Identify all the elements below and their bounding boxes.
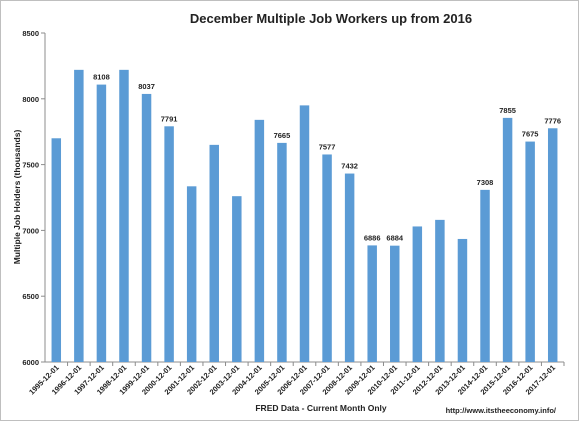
bar [141,93,152,363]
chart-title: December Multiple Job Workers up from 20… [190,11,472,26]
bar [186,186,197,362]
bar [254,119,265,362]
bar [299,105,310,362]
bar [96,84,107,363]
data-label: 7675 [522,130,539,139]
bar [502,117,513,362]
bar [277,142,287,362]
data-label: 8037 [138,82,155,91]
y-tick-label: 8000 [22,95,39,104]
y-axis-label: Multiple Job Holders (thousands) [12,130,22,265]
data-label: 8108 [93,73,110,82]
bar [525,141,535,362]
bar [412,226,423,362]
bar [390,245,400,362]
y-tick-label: 8500 [22,29,39,38]
bar [344,173,355,362]
bar [119,69,129,363]
data-label: 7776 [544,116,561,125]
bar [232,196,242,362]
bar [480,189,490,362]
bar [435,219,445,362]
y-tick-label: 6000 [22,358,39,367]
bar [322,154,332,362]
data-label: 7308 [477,178,494,187]
plot-area: 6000650070007500800085001995-12-011996-1… [22,29,565,397]
bar [367,245,377,362]
data-label: 6886 [364,233,381,242]
data-label: 6884 [386,234,404,243]
bar [209,144,219,362]
y-tick-label: 7500 [22,161,39,170]
y-tick-label: 7000 [22,226,39,235]
data-label: 7791 [161,114,178,123]
bar [164,126,174,362]
bar [51,138,62,362]
source-url: http://www.itstheeconomy.info/ [446,406,557,415]
x-axis-label: FRED Data - Current Month Only [255,403,387,413]
data-label: 7432 [341,162,358,171]
data-label: 7577 [319,142,336,151]
bar [457,238,468,362]
data-label: 7855 [499,106,516,115]
data-label: 7665 [274,131,291,140]
y-tick-label: 6500 [22,292,39,301]
bar [74,69,84,363]
bar [547,128,558,362]
